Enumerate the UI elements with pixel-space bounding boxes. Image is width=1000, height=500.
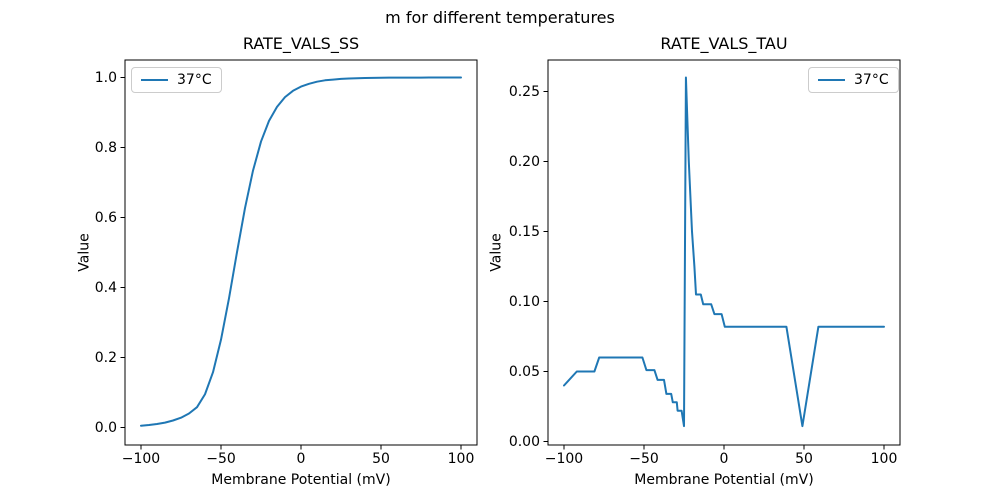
tau-y-tick-label: 0.20: [508, 153, 540, 170]
left-plot-xlabel: Membrane Potential (mV): [211, 472, 391, 488]
right-plot-title: RATE_VALS_TAU: [660, 34, 788, 53]
tau-x-tick-label: −50: [629, 451, 659, 467]
legend-line-sample: [818, 79, 845, 81]
tau-x-tick-label: 50: [795, 451, 813, 467]
tau-y-tick-label: 0.15: [508, 223, 540, 240]
tau-y-tick-label: 0.25: [508, 83, 540, 100]
tau-y-tick-label: 0.10: [508, 293, 540, 310]
left-plot-legend[interactable]: 37°C: [131, 67, 222, 93]
tau-x-tick-label: 100: [870, 451, 898, 467]
right-plot-ylabel: Value: [488, 233, 505, 272]
figure-suptitle: m for different temperatures: [385, 8, 615, 27]
tau-x-tick-label: −100: [544, 451, 584, 467]
ss-y-tick-label: 0.0: [94, 419, 117, 436]
legend-label: 37°C: [854, 72, 889, 88]
tau-axes-box: [547, 59, 901, 446]
left-plot-title: RATE_VALS_SS: [242, 34, 360, 53]
ss-y-tick-label: 0.4: [94, 279, 117, 296]
ss-x-tick-label: 50: [372, 451, 390, 467]
ss-y-tick-label: 0.2: [94, 349, 117, 366]
ss-x-tick-label: 0: [296, 451, 306, 467]
ss-curve: [140, 76, 462, 427]
right-plot-xlabel: Membrane Potential (mV): [634, 472, 814, 488]
ss-y-tick-label: 0.8: [94, 139, 117, 156]
legend-line-sample: [141, 79, 168, 81]
ss-x-tick-label: −50: [206, 451, 236, 467]
tau-y-tick-label: 0.05: [508, 363, 540, 380]
right-plot-legend[interactable]: 37°C: [808, 67, 899, 93]
ss-y-tick-label: 0.6: [94, 209, 117, 226]
tau-curve: [563, 76, 885, 428]
ss-x-tick-label: 100: [447, 451, 475, 467]
ss-x-tick-label: −100: [121, 451, 161, 467]
ss-axes-box: [124, 59, 478, 446]
tau-y-tick-label: 0.00: [508, 433, 540, 450]
tau-x-tick-label: 0: [719, 451, 729, 467]
legend-label: 37°C: [177, 72, 212, 88]
ss-y-tick-label: 1.0: [94, 69, 117, 86]
